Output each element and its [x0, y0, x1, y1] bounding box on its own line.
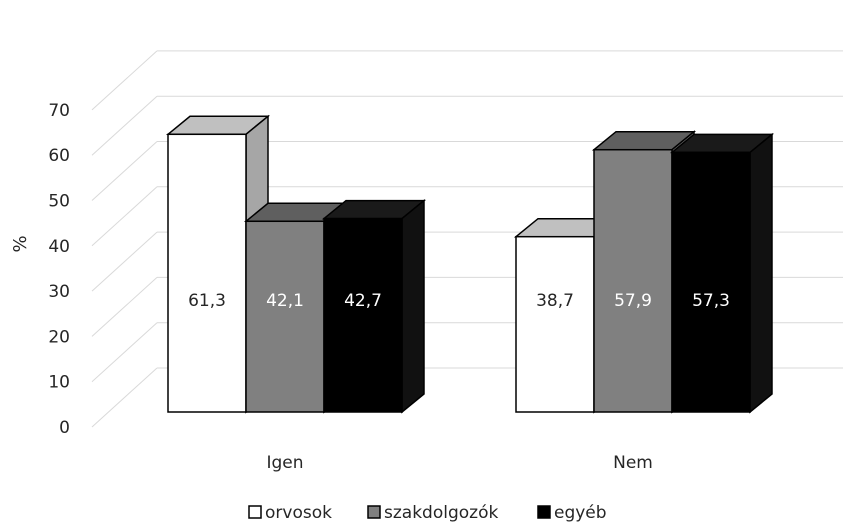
legend-swatch: [537, 505, 551, 519]
gridline-slant: [91, 231, 158, 292]
bar-front: [245, 220, 325, 413]
gridline-slant: [91, 95, 158, 156]
y-tick-label: 70: [48, 101, 70, 121]
y-tick-label: 0: [59, 418, 70, 438]
bar-egyéb-Igen: [321, 198, 427, 414]
data-label: 42,7: [344, 291, 382, 311]
bar-side: [401, 198, 425, 414]
y-tick-label: 30: [48, 282, 70, 302]
bars: [165, 114, 775, 414]
x-axis-categories: Igen Nem: [266, 453, 652, 473]
y-tick-label: 60: [48, 146, 70, 166]
legend: orvosok szakdolgozók egyéb: [248, 503, 607, 523]
legend-swatch: [367, 505, 381, 519]
y-tick-label: 10: [48, 373, 70, 393]
bar-front: [515, 235, 595, 413]
bar-front: [323, 217, 403, 413]
gridline-slant: [91, 322, 158, 383]
data-label: 42,1: [266, 291, 304, 311]
gridline-slant: [91, 277, 158, 337]
y-tick-label: 50: [48, 192, 70, 212]
bar-front: [671, 151, 751, 413]
legend-item-szakdolgozók: szakdolgozók: [367, 503, 498, 523]
y-axis-label: %: [10, 235, 31, 252]
gridline-slant: [91, 186, 158, 247]
legend-label: orvosok: [265, 503, 332, 523]
gridline-slant: [91, 367, 158, 428]
legend-item-orvosok: orvosok: [248, 503, 332, 523]
data-label: 57,3: [692, 291, 730, 311]
legend-label: szakdolgozók: [384, 503, 498, 523]
gridline-slant: [91, 50, 158, 111]
x-category-label: Igen: [266, 453, 303, 473]
legend-item-egyéb: egyéb: [537, 503, 607, 523]
bar-egyéb-Nem: [669, 132, 775, 414]
y-tick-label: 40: [48, 237, 70, 257]
bar-front: [167, 133, 247, 413]
gridline-slant: [91, 141, 158, 201]
data-label: 38,7: [536, 291, 574, 311]
y-axis-ticks: 0 10 20 30 40 50 60 70: [48, 101, 70, 438]
bar-side: [749, 132, 773, 414]
bar-front: [593, 148, 673, 413]
x-category-label: Nem: [613, 453, 653, 473]
data-labels: 61,3 42,1 42,7 38,7 57,9 57,3: [188, 291, 730, 311]
legend-swatch: [248, 505, 262, 519]
y-tick-label: 20: [48, 327, 70, 347]
data-label: 61,3: [188, 291, 226, 311]
data-label: 57,9: [614, 291, 652, 311]
legend-label: egyéb: [554, 503, 607, 523]
